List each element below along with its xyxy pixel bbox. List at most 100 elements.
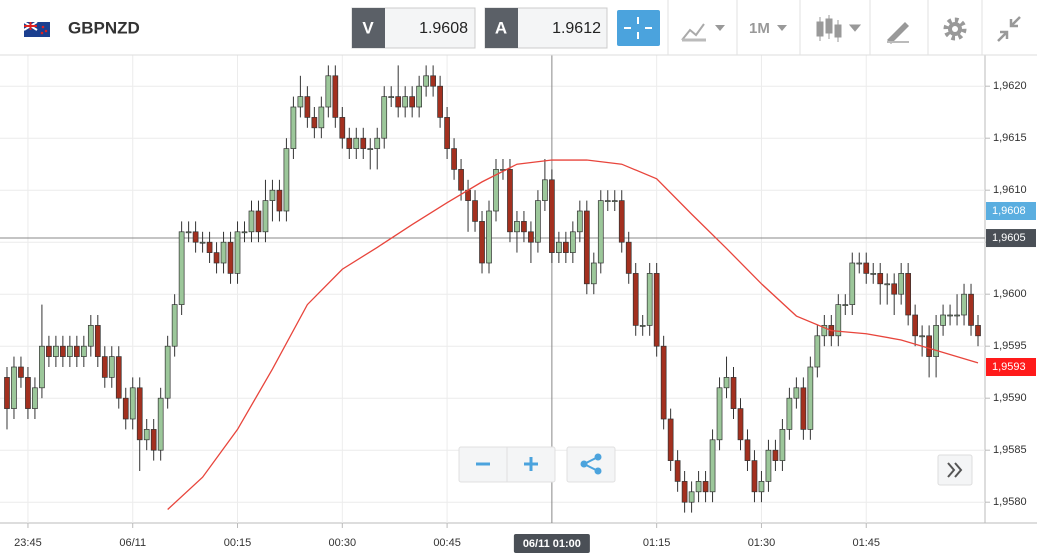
candle-body <box>290 106 297 149</box>
candle-body <box>220 241 227 264</box>
price-tag-label: 1,9608 <box>992 205 1026 217</box>
candle-body <box>192 231 199 243</box>
candle-body <box>381 96 388 139</box>
candle-body <box>744 439 751 461</box>
candle-body <box>143 429 150 441</box>
candle-body <box>73 345 80 357</box>
y-tick-label: 1,9580 <box>993 496 1027 508</box>
bid-letter: V <box>362 18 374 37</box>
candle-body <box>765 449 772 482</box>
candle-body <box>576 210 583 233</box>
candle-body <box>262 200 269 233</box>
candle-body <box>702 481 709 493</box>
candle-body <box>360 137 367 149</box>
candle-body <box>618 200 625 243</box>
candle-body <box>46 345 52 357</box>
candle-body <box>639 325 646 327</box>
candle-body <box>556 241 562 253</box>
candle-body <box>60 345 66 357</box>
candle-body <box>660 345 667 420</box>
candle-body <box>514 221 520 233</box>
candle-body <box>528 231 534 243</box>
candle-body <box>101 356 108 378</box>
candle-body <box>933 325 939 357</box>
y-tick-label: 1,9585 <box>993 444 1027 456</box>
ask-box[interactable]: A 1.9612 <box>484 7 608 49</box>
candle-body <box>11 366 17 409</box>
candle-type-button[interactable] <box>816 15 862 42</box>
candle-body <box>255 210 262 233</box>
y-tick-label: 1,9620 <box>993 80 1027 92</box>
candle-body <box>646 273 653 326</box>
moving-average-line <box>167 159 979 510</box>
candle-body <box>723 377 730 389</box>
bid-box[interactable]: V 1.9608 <box>351 7 476 49</box>
chart-type-button[interactable] <box>681 23 725 42</box>
candle-body <box>346 137 353 149</box>
candle-body <box>318 106 325 129</box>
x-tick-label: 01:45 <box>852 537 880 549</box>
share[interactable] <box>566 446 616 483</box>
candle-body <box>269 189 276 201</box>
candle-body <box>297 96 304 108</box>
candle-body <box>276 189 283 212</box>
candle-body <box>898 273 905 295</box>
candle-body <box>625 241 632 274</box>
candle-body <box>108 356 115 378</box>
candle-body <box>304 96 311 118</box>
price-tag <box>986 358 1036 376</box>
candle-body <box>688 491 695 503</box>
candle-body <box>67 345 73 357</box>
candle-body <box>863 262 870 274</box>
candle-body <box>632 273 639 326</box>
candle-body <box>975 325 981 337</box>
x-tick-label: 00:30 <box>329 537 357 549</box>
candle-body <box>870 273 877 275</box>
candle-body <box>430 75 436 87</box>
candle-body <box>563 241 569 253</box>
candle-body <box>164 345 171 399</box>
candle-body <box>954 314 960 317</box>
candle-body <box>311 117 318 129</box>
candle-body <box>814 335 821 368</box>
draw-button[interactable] <box>887 22 909 44</box>
bid-price: 1.9608 <box>419 20 468 37</box>
candle-body <box>856 262 863 265</box>
candle-body <box>583 210 590 285</box>
y-tick-label: 1,9610 <box>993 184 1027 196</box>
candle-body <box>136 387 143 441</box>
crosshair-button[interactable] <box>617 10 660 46</box>
price-tag <box>986 229 1036 248</box>
x-tick-label: 06/11 <box>119 537 146 549</box>
timeframe-button[interactable]: 1M <box>749 20 787 37</box>
candle-body <box>241 231 248 234</box>
candle-body <box>507 169 513 233</box>
candle-body <box>842 304 849 306</box>
settings-button[interactable] <box>943 17 967 41</box>
candle-body <box>549 179 555 253</box>
scroll-end[interactable] <box>937 454 973 486</box>
ask-price: 1.9612 <box>552 20 601 37</box>
candle-body <box>849 262 856 305</box>
candle-body <box>122 397 129 420</box>
y-tick-label: 1,9590 <box>993 392 1027 404</box>
candle-body <box>388 96 395 98</box>
candle-body <box>395 96 402 108</box>
candle-body <box>751 460 758 493</box>
candle-body <box>325 75 332 108</box>
zoom-in[interactable] <box>524 457 538 471</box>
candle-body <box>234 231 241 274</box>
candle-body <box>667 418 674 461</box>
candle-body <box>877 273 884 285</box>
candle-body <box>590 262 597 285</box>
x-tick-label: 00:45 <box>433 537 461 549</box>
candle-body <box>283 148 290 212</box>
candle-body <box>25 377 31 409</box>
candle-body <box>353 137 360 149</box>
candle-body <box>479 221 485 264</box>
candle-body <box>39 345 45 389</box>
candle-body <box>178 231 185 305</box>
candle-body <box>737 408 744 441</box>
collapse-button[interactable] <box>997 16 1021 42</box>
x-tick-label: 01:30 <box>748 537 776 549</box>
